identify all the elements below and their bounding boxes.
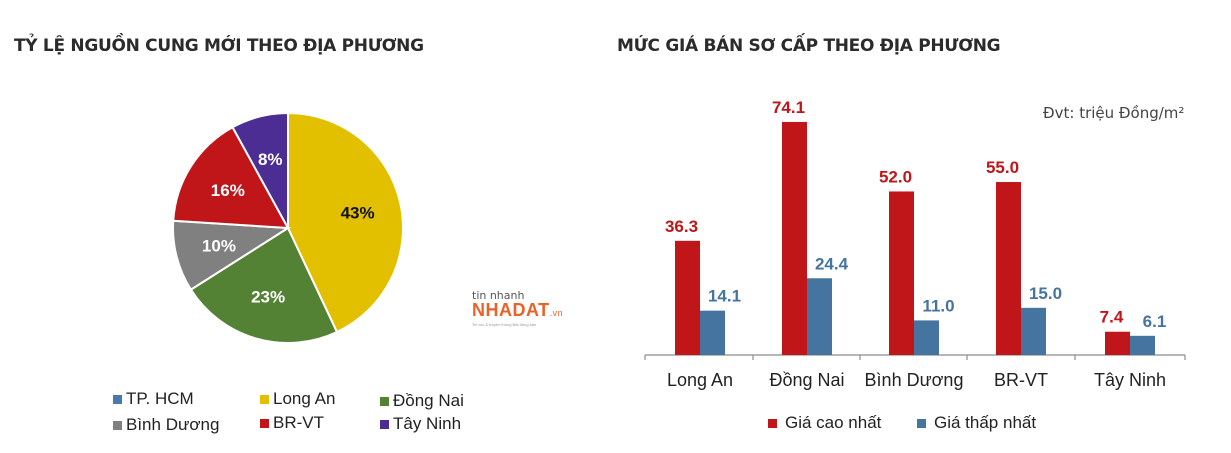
pie-slice-Bình Dương — [172, 219, 292, 292]
bar-value-label: 15.0 — [1029, 284, 1062, 303]
pie-legend-item: TP. HCM — [113, 389, 194, 409]
legend-label: Đồng Nai — [393, 391, 464, 410]
legend-swatch-icon — [917, 418, 926, 428]
unit-label: Đvt: triệu Đồng/m² — [1043, 104, 1185, 122]
bar-legend-item: Giá thấp nhất — [917, 413, 1036, 433]
x-tick-label: BR-VT — [994, 370, 1048, 390]
pie-legend-item: Đồng Nai — [380, 391, 464, 411]
pie-chart-title: TỶ LỆ NGUỒN CUNG MỚI THEO ĐỊA PHƯƠNG — [14, 36, 424, 56]
bar-min — [1130, 335, 1155, 355]
bar-value-label: 6.1 — [1143, 312, 1167, 331]
legend-label: Bình Dương — [126, 415, 220, 434]
bar-legend-item: Giá cao nhất — [768, 413, 881, 433]
logo-line2: NHADAT.vn — [472, 300, 564, 320]
pie-legend-item: Bình Dương — [113, 415, 219, 435]
bar-min — [700, 310, 725, 355]
bar-value-label: 24.4 — [815, 254, 849, 273]
logo-line1: tin nhanh — [472, 289, 525, 302]
legend-swatch-icon — [113, 394, 122, 404]
legend-label: TP. HCM — [126, 389, 194, 408]
bar-value-label: 74.1 — [772, 98, 805, 117]
bar-max — [675, 240, 700, 355]
logo-tagline: Tin tức & truyền thông Bất động sản — [472, 322, 537, 327]
legend-swatch-icon — [768, 418, 777, 428]
pie-slice-Đồng Nai — [189, 226, 339, 344]
pie-legend-item: Long An — [260, 389, 335, 409]
bar-max — [782, 121, 807, 355]
pie-slice-label: 10% — [202, 237, 236, 256]
pie-slice-label: 23% — [251, 287, 285, 306]
bar-max — [889, 191, 914, 355]
pie-slice-BR-VT — [172, 125, 290, 230]
bar-chart-title: MỨC GIÁ BÁN SƠ CẤP THEO ĐỊA PHƯƠNG — [617, 36, 1001, 56]
legend-swatch-icon — [380, 419, 389, 429]
bar-value-label: 55.0 — [986, 158, 1019, 177]
pie-legend-item: Tây Ninh — [380, 414, 461, 434]
bar-min — [914, 320, 939, 355]
bar-value-label: 52.0 — [879, 167, 912, 186]
x-tick-label: Đồng Nai — [769, 370, 844, 390]
bar-min — [1021, 307, 1046, 355]
bar-max — [1105, 331, 1130, 355]
x-tick-label: Bình Dương — [865, 370, 964, 390]
pie-slice-Tây Ninh — [231, 111, 289, 229]
legend-swatch-icon — [260, 418, 269, 428]
bar-value-label: 11.0 — [922, 296, 954, 315]
bar-min — [807, 278, 832, 355]
legend-swatch-icon — [260, 394, 269, 404]
x-tick-label: Long An — [667, 370, 733, 390]
legend-swatch-icon — [380, 396, 389, 406]
legend-label: Giá cao nhất — [785, 413, 882, 432]
x-tick-label: Tây Ninh — [1094, 370, 1166, 390]
bar-max — [996, 182, 1021, 355]
legend-label: Long An — [273, 389, 336, 408]
watermark-logo: tin nhanh NHADAT.vn Tin tức & truyền thô… — [472, 290, 582, 328]
bar-value-label: 7.4 — [1100, 308, 1124, 327]
bar-value-label: 14.1 — [708, 287, 741, 306]
legend-swatch-icon — [113, 420, 122, 430]
legend-label: Tây Ninh — [393, 414, 462, 433]
legend-label: BR-VT — [273, 413, 324, 432]
pie-slice-label: 16% — [211, 181, 245, 200]
pie-legend-item: BR-VT — [260, 413, 324, 433]
pie-slice-label: 43% — [341, 203, 375, 222]
pie-slice-label: 8% — [258, 150, 283, 169]
bar-value-label: 36.3 — [665, 217, 698, 236]
pie-chart: 43% 23% 10% 16% 8% — [172, 111, 404, 344]
pie-slice-Long An — [287, 111, 404, 334]
legend-label: Giá thấp nhất — [934, 413, 1037, 432]
